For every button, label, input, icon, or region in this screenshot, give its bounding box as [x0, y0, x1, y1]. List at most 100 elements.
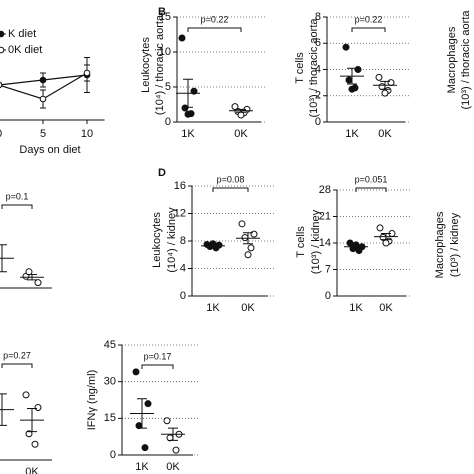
data-point	[178, 34, 186, 42]
sem-bar	[27, 408, 37, 433]
y-tick-label: 14	[319, 237, 331, 249]
y-tick-label: 21	[319, 210, 331, 222]
y-tick-label: 5	[165, 81, 171, 93]
data-point	[348, 85, 356, 93]
data-point	[34, 404, 42, 411]
y-tick-label: 7	[325, 263, 331, 275]
data-point	[190, 87, 198, 95]
data-point	[31, 440, 39, 448]
p-value: p=0.22	[355, 14, 383, 24]
data-point	[387, 79, 395, 87]
sem-bar	[351, 244, 361, 249]
data-point	[39, 76, 47, 84]
data-point	[244, 251, 252, 259]
data-point	[345, 76, 353, 84]
y-axis-label: (10³) / thoracic aorta	[308, 18, 320, 118]
x-tick-label: 0K	[234, 128, 248, 140]
data-point	[237, 111, 245, 119]
x-tick-label: 0K	[378, 128, 392, 140]
y-tick-label: 0	[325, 290, 331, 302]
data-point	[381, 89, 389, 97]
data-point	[241, 234, 249, 242]
legend-label: K diet	[8, 28, 36, 40]
y-axis-label: Leukocytes	[140, 37, 152, 93]
panel-letter: B	[158, 6, 166, 18]
x-tick-label: 10	[81, 128, 93, 140]
y-axis-label: T cells	[295, 226, 307, 258]
data-point	[378, 83, 386, 91]
p-value: p=0.27	[3, 350, 31, 360]
y-axis-label: (10⁴) / kidney	[166, 207, 178, 273]
data-point	[172, 446, 180, 454]
y-tick-label: 2	[315, 90, 321, 102]
sem-bar	[380, 80, 390, 90]
y-axis-label: T cells	[294, 52, 306, 84]
x-tick-label: 0K	[379, 302, 393, 314]
y-tick-label: 6	[315, 37, 321, 49]
data-point	[83, 69, 91, 77]
y-tick-label: 0	[110, 449, 116, 461]
sem-bar	[381, 233, 391, 241]
data-point	[382, 239, 390, 247]
data-point	[144, 400, 152, 408]
y-tick-label: 30	[104, 376, 116, 388]
data-point	[39, 95, 47, 103]
data-point	[141, 444, 149, 452]
p-bracket	[1, 363, 33, 368]
y-tick-label: 28	[319, 184, 331, 196]
data-point	[346, 239, 354, 247]
legend-marker	[0, 46, 5, 54]
x-tick-label: 5	[40, 128, 46, 140]
y-axis-label: (10³) / kidney	[449, 212, 461, 277]
data-point	[22, 391, 30, 399]
p-bracket	[351, 27, 386, 32]
x-tick-label: 1K	[135, 461, 149, 473]
sem-bar	[137, 398, 147, 429]
y-tick-label: 0	[180, 290, 186, 302]
x-tick-label: 0K	[166, 461, 180, 473]
y-axis-label: (10³) / thoracic aorta	[460, 10, 472, 110]
data-point	[250, 230, 258, 238]
data-point	[181, 104, 189, 112]
x-tick-label: 1K	[345, 128, 359, 140]
p-bracket	[187, 27, 242, 32]
data-point	[25, 268, 33, 276]
legend-label: 0K diet	[8, 44, 42, 56]
data-point	[163, 417, 171, 425]
sem-bar	[168, 427, 178, 441]
y-tick-label: 15	[104, 412, 116, 424]
panel-letter: D	[158, 167, 166, 179]
p-value: p=0.08	[217, 174, 245, 184]
y-tick-label: 10	[159, 46, 171, 58]
data-point	[231, 103, 239, 111]
data-point	[184, 110, 192, 118]
y-axis-label: Macrophages	[434, 211, 446, 278]
data-point	[342, 43, 350, 51]
data-point	[34, 279, 42, 287]
y-axis-label: (10³) / kidney	[310, 209, 322, 274]
y-tick-label: 15	[159, 11, 171, 23]
data-point	[376, 224, 384, 232]
x-axis-label: Days on diet	[19, 144, 80, 156]
y-axis-label: Leukocytes	[151, 212, 163, 268]
y-tick-label: 4	[180, 262, 186, 274]
data-point	[375, 73, 383, 81]
data-point	[132, 368, 140, 376]
p-value: p=0.051	[355, 174, 388, 184]
sem-bar	[243, 232, 253, 245]
x-tick-label: 0	[0, 128, 2, 140]
sem-bar	[208, 243, 218, 248]
x-tick-label: 0K	[241, 302, 255, 314]
p-bracket	[1, 204, 33, 209]
sem-bar	[0, 393, 7, 426]
p-value: p=0.1	[6, 191, 29, 201]
y-tick-label: 8	[315, 11, 321, 23]
x-tick-label: 1K	[349, 302, 363, 314]
data-point	[247, 244, 255, 252]
y-tick-label: 4	[315, 63, 321, 75]
x-tick-label: 1K	[206, 302, 220, 314]
y-tick-label: 8	[180, 235, 186, 247]
x-tick-label: 0K	[25, 466, 39, 474]
sem-bar	[27, 274, 37, 281]
